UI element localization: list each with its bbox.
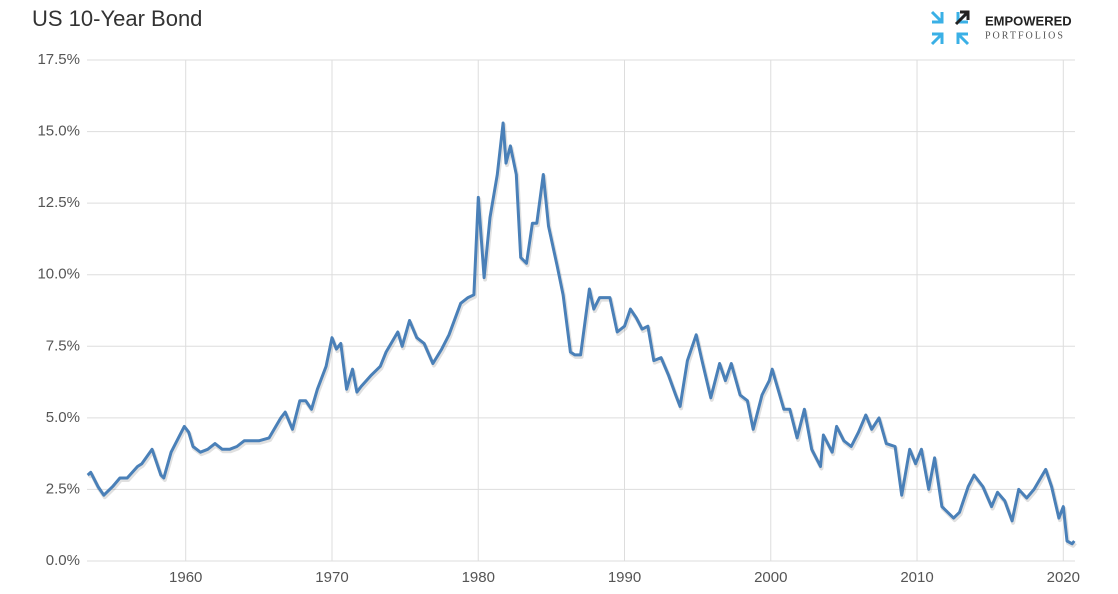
y-tick-label: 7.5%	[46, 337, 80, 354]
line	[86, 121, 1076, 546]
y-tick-label: 17.5%	[37, 51, 80, 68]
chart-title: US 10-Year Bond	[32, 6, 202, 31]
x-tick-label: 2000	[754, 569, 787, 586]
logo: EMPOWERED PORTFOLIOS	[930, 10, 1072, 46]
y-tick-label: 2.5%	[46, 480, 80, 497]
x-tick-label: 1960	[169, 569, 202, 586]
x-tick-label: 2010	[900, 569, 933, 586]
y-tick-label: 12.5%	[37, 194, 80, 211]
x-tick-label: 1980	[462, 569, 495, 586]
y-tick-label: 15.0%	[37, 123, 80, 140]
y-tick-label: 5.0%	[46, 409, 80, 426]
logo-name: EMPOWERED	[985, 13, 1072, 28]
y-tick-label: 10.0%	[37, 266, 80, 283]
x-tick-label: 1990	[608, 569, 641, 586]
x-tick-label: 2020	[1047, 569, 1080, 586]
y-tick-label: 0.0%	[46, 552, 80, 569]
x-tick-label: 1970	[315, 569, 348, 586]
logo-arrow	[954, 10, 970, 26]
logo-sub: PORTFOLIOS	[985, 30, 1065, 41]
